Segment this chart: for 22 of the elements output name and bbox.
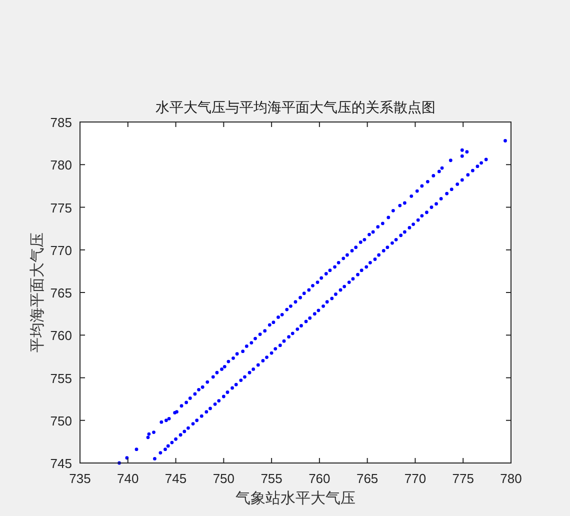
x-tick-label: 770 bbox=[404, 471, 426, 486]
x-tick-label: 755 bbox=[260, 471, 282, 486]
x-tick-label: 775 bbox=[452, 471, 474, 486]
y-tick-label: 785 bbox=[50, 115, 72, 130]
x-tick-label: 750 bbox=[212, 471, 235, 486]
x-tick-label: 780 bbox=[500, 471, 522, 486]
x-axis-title: 气象站水平大气压 bbox=[236, 490, 356, 507]
y-tick-label: 765 bbox=[50, 286, 72, 300]
y-tick-label: 745 bbox=[50, 456, 72, 471]
x-tick-label: 735 bbox=[69, 471, 91, 486]
y-tick-label: 760 bbox=[50, 328, 72, 344]
y-axis-title: 平均海平面大气压 bbox=[29, 232, 46, 352]
x-tick-label: 760 bbox=[308, 471, 330, 486]
y-tick-label: 775 bbox=[50, 200, 72, 216]
x-tick-label: 745 bbox=[164, 471, 187, 486]
chart-title: 水平大气压与平均海平面大气压的关系散点图 bbox=[156, 100, 436, 116]
y-tick-label: 780 bbox=[50, 158, 72, 173]
y-tick-label: 770 bbox=[50, 242, 72, 258]
x-tick-label: 740 bbox=[117, 471, 139, 486]
y-tick-label: 750 bbox=[50, 413, 72, 428]
x-tick-label: 765 bbox=[356, 471, 378, 486]
y-tick-label: 755 bbox=[50, 370, 72, 386]
